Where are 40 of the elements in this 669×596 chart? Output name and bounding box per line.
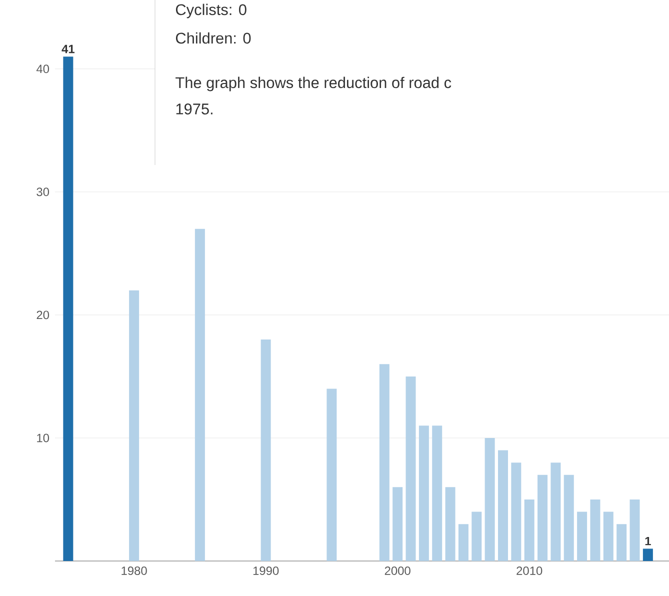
y-tick-label: 30	[36, 188, 50, 196]
y-tick-label: 20	[36, 310, 50, 320]
bar	[379, 364, 390, 561]
bar	[511, 462, 522, 561]
bar	[432, 426, 442, 561]
bar	[406, 376, 416, 561]
bar	[472, 512, 482, 561]
bar	[630, 499, 640, 561]
x-tick-label: 1990	[253, 566, 279, 575]
annotation: 1975.	[176, 104, 212, 114]
bar	[445, 487, 456, 561]
data-label: 41	[62, 44, 74, 54]
bar	[577, 512, 588, 561]
bar	[392, 487, 403, 561]
bar	[616, 524, 627, 561]
bar	[550, 462, 561, 561]
bar	[538, 474, 548, 561]
bar	[498, 450, 508, 561]
bar	[590, 499, 600, 561]
y-tick-label: 40	[36, 64, 50, 74]
bar	[326, 388, 337, 561]
annotation: The graph shows the reduction of road c	[176, 76, 452, 92]
bar	[129, 290, 140, 561]
annotation: Children: 0	[176, 32, 251, 44]
x-tick-label: 1980	[122, 566, 147, 575]
bar	[194, 228, 205, 561]
y-tick-label: 10	[37, 434, 50, 442]
bar	[564, 474, 574, 561]
bar	[524, 499, 534, 561]
bar	[603, 512, 614, 561]
annotation: Cyclists: 0	[176, 4, 246, 18]
bar	[63, 56, 74, 561]
x-tick-label: 2010	[516, 566, 542, 575]
bar	[458, 524, 468, 561]
bar	[642, 548, 653, 561]
bar	[260, 340, 271, 561]
x-tick-label: 2000	[384, 566, 410, 575]
data-label: 1	[645, 536, 651, 546]
bar	[418, 426, 429, 561]
bar	[484, 438, 495, 561]
